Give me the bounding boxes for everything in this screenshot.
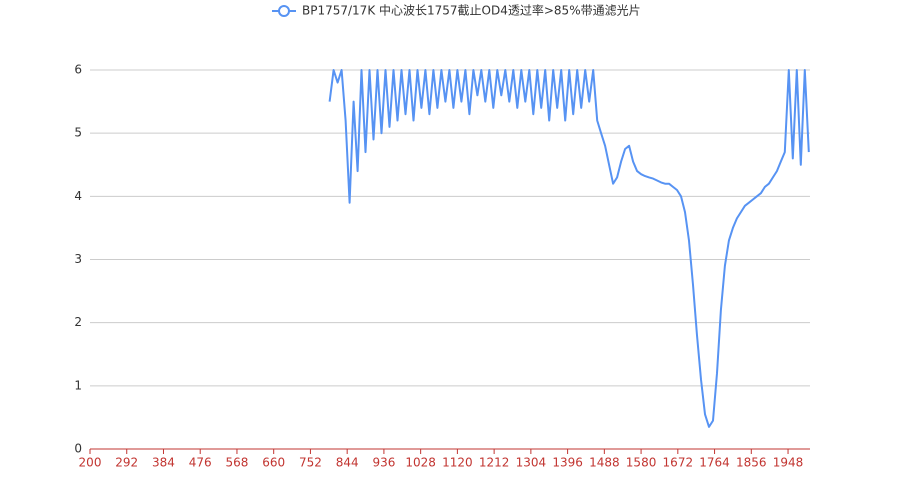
x-tick-label: 1028 <box>405 456 436 470</box>
y-tick-label: 1 <box>74 378 82 392</box>
x-tick-label: 1488 <box>589 456 620 470</box>
x-tick-label: 200 <box>79 456 102 470</box>
x-tick-label: 384 <box>152 456 175 470</box>
y-tick-label: 5 <box>74 126 82 140</box>
y-tick-label: 4 <box>74 189 82 203</box>
x-tick-label: 1304 <box>516 456 547 470</box>
y-tick-label: 0 <box>74 442 82 456</box>
x-tick-label: 1856 <box>736 456 767 470</box>
legend-label: BP1757/17K 中心波长1757截止OD4透过率>85%带通滤光片 <box>302 3 641 18</box>
y-tick-label: 2 <box>74 315 82 329</box>
y-tick-label: 6 <box>74 63 82 77</box>
x-tick-label: 1580 <box>626 456 657 470</box>
x-tick-label: 1120 <box>442 456 473 470</box>
x-tick-label: 1396 <box>552 456 583 470</box>
x-tick-label: 936 <box>372 456 395 470</box>
x-tick-label: 844 <box>336 456 359 470</box>
x-tick-label: 660 <box>262 456 285 470</box>
x-tick-label: 568 <box>226 456 249 470</box>
x-tick-label: 1212 <box>479 456 510 470</box>
x-tick-label: 292 <box>115 456 138 470</box>
x-tick-label: 1764 <box>699 456 730 470</box>
x-tick-label: 1948 <box>773 456 804 470</box>
legend-marker <box>278 5 290 17</box>
y-tick-label: 3 <box>74 252 82 266</box>
line <box>328 69 810 428</box>
x-tick-label: 752 <box>299 456 322 470</box>
x-tick-label: 1672 <box>663 456 694 470</box>
x-tick-label: 476 <box>189 456 212 470</box>
